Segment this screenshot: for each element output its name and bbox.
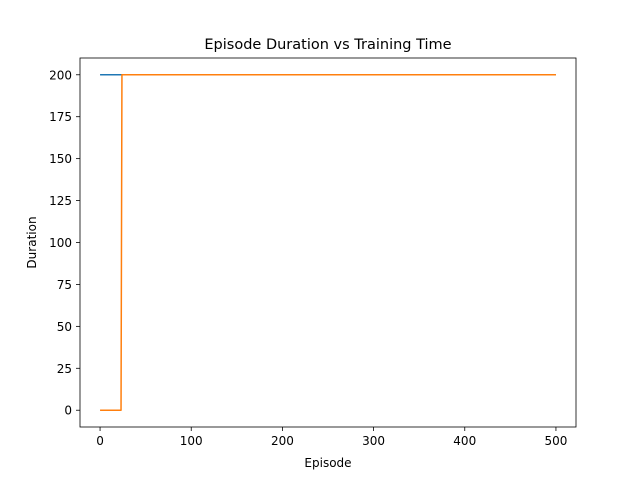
y-tick-label: 175 (49, 110, 72, 124)
y-tick-label: 150 (49, 152, 72, 166)
chart-title: Episode Duration vs Training Time (204, 37, 451, 53)
x-tick-label: 400 (453, 434, 476, 448)
y-tick-label: 100 (49, 236, 72, 250)
y-tick-label: 125 (49, 194, 72, 208)
plot-area-frame (79, 57, 577, 428)
y-tick-label: 75 (57, 278, 72, 292)
y-axis-label: Duration (25, 216, 39, 268)
series-layer (100, 74, 556, 411)
y-axis: 0 25 50 75 100 125 150 175 200 (49, 68, 80, 418)
y-tick-label: 0 (64, 404, 72, 418)
y-tick-label: 50 (57, 320, 72, 334)
x-axis: 0 100 200 300 400 500 (96, 427, 567, 448)
x-axis-label: Episode (304, 456, 351, 470)
x-tick-label: 300 (362, 434, 385, 448)
series-line-2 (100, 74, 556, 411)
x-tick-label: 0 (96, 434, 104, 448)
y-tick-label: 25 (57, 362, 72, 376)
x-tick-label: 100 (180, 434, 203, 448)
x-tick-label: 500 (544, 434, 567, 448)
x-tick-label: 200 (271, 434, 294, 448)
y-tick-label: 200 (49, 68, 72, 82)
